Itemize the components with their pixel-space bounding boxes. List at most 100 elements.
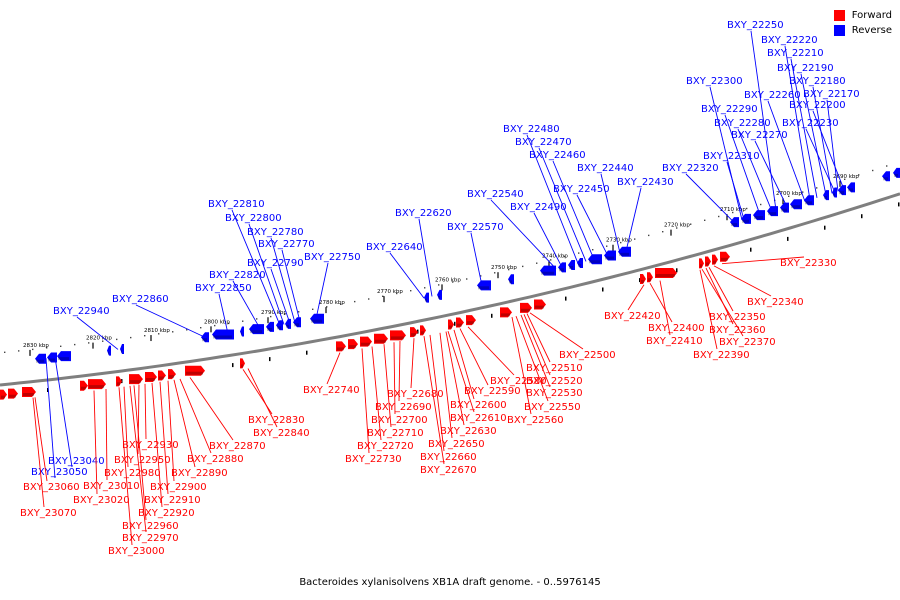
reverse-gene-label[interactable]: BXY_22770	[258, 239, 315, 250]
reverse-gene-block[interactable]	[249, 324, 264, 335]
reverse-gene-label[interactable]: BXY_22180	[789, 76, 846, 87]
forward-gene-block[interactable]	[705, 256, 711, 267]
forward-gene-block[interactable]	[158, 370, 166, 381]
forward-gene-label[interactable]: BXY_22730	[345, 454, 402, 465]
forward-gene-block[interactable]	[374, 333, 388, 344]
reverse-gene-block[interactable]	[276, 320, 283, 331]
forward-gene-label[interactable]: BXY_22500	[559, 350, 616, 361]
forward-gene-block[interactable]	[348, 339, 358, 350]
forward-gene-label[interactable]: BXY_22950	[114, 455, 171, 466]
forward-gene-label[interactable]: BXY_22560	[507, 415, 564, 426]
forward-gene-label[interactable]: BXY_22980	[104, 468, 161, 479]
forward-gene-block[interactable]	[520, 302, 532, 313]
forward-gene-label[interactable]: BXY_22720	[357, 441, 414, 452]
forward-gene-label[interactable]: BXY_22830	[248, 415, 305, 426]
forward-gene-label[interactable]: BXY_22340	[747, 297, 804, 308]
reverse-gene-label[interactable]: BXY_22200	[789, 100, 846, 111]
forward-gene-label[interactable]: BXY_23060	[23, 482, 80, 493]
reverse-gene-block[interactable]	[790, 199, 802, 210]
forward-gene-block[interactable]	[336, 341, 346, 352]
forward-gene-label[interactable]: BXY_22900	[150, 482, 207, 493]
forward-gene-label[interactable]: BXY_22690	[375, 402, 432, 413]
forward-gene-block[interactable]	[720, 251, 730, 262]
forward-gene-label[interactable]: BXY_22840	[253, 428, 310, 439]
forward-gene-label[interactable]: BXY_22350	[709, 312, 766, 323]
reverse-gene-label[interactable]: BXY_22290	[701, 104, 758, 115]
reverse-gene-block[interactable]	[838, 185, 846, 196]
forward-gene-label[interactable]: BXY_22580	[490, 376, 547, 387]
reverse-gene-label[interactable]: BXY_22250	[727, 20, 784, 31]
forward-gene-block[interactable]	[647, 272, 653, 283]
forward-gene-label[interactable]: BXY_22330	[780, 258, 837, 269]
reverse-gene-block[interactable]	[882, 171, 890, 182]
reverse-gene-block[interactable]	[47, 352, 57, 363]
reverse-gene-label[interactable]: BXY_22470	[515, 137, 572, 148]
forward-gene-block[interactable]	[448, 319, 454, 330]
forward-gene-block[interactable]	[129, 374, 143, 385]
forward-gene-block[interactable]	[80, 380, 88, 391]
forward-gene-label[interactable]: BXY_22630	[440, 426, 497, 437]
forward-gene-label[interactable]: BXY_22650	[428, 439, 485, 450]
forward-gene-label[interactable]: BXY_22610	[450, 413, 507, 424]
reverse-gene-block[interactable]	[35, 353, 46, 364]
reverse-gene-label[interactable]: BXY_22220	[761, 35, 818, 46]
reverse-gene-block[interactable]	[730, 217, 739, 228]
forward-gene-block[interactable]	[712, 254, 718, 265]
forward-gene-label[interactable]: BXY_22420	[604, 311, 661, 322]
reverse-gene-block[interactable]	[847, 182, 855, 193]
reverse-gene-label[interactable]: BXY_22850	[195, 283, 252, 294]
forward-gene-block[interactable]	[420, 325, 426, 336]
reverse-gene-label[interactable]: BXY_22320	[662, 163, 719, 174]
reverse-gene-block[interactable]	[832, 187, 837, 198]
reverse-gene-block[interactable]	[293, 317, 301, 328]
forward-gene-block[interactable]	[185, 365, 205, 376]
forward-gene-label[interactable]: BXY_22660	[420, 452, 477, 463]
reverse-gene-label[interactable]: BXY_22190	[777, 63, 834, 74]
forward-gene-label[interactable]: BXY_22870	[209, 441, 266, 452]
reverse-gene-label[interactable]: BXY_22310	[703, 151, 760, 162]
forward-gene-label[interactable]: BXY_22550	[524, 402, 581, 413]
reverse-gene-block[interactable]	[588, 254, 602, 265]
forward-gene-label[interactable]: BXY_22880	[187, 454, 244, 465]
reverse-gene-label[interactable]: BXY_22170	[803, 89, 860, 100]
reverse-gene-label[interactable]: BXY_22860	[112, 294, 169, 305]
reverse-gene-block[interactable]	[477, 280, 491, 291]
forward-gene-label[interactable]: BXY_22680	[387, 389, 444, 400]
reverse-gene-label[interactable]: BXY_22540	[467, 189, 524, 200]
forward-gene-label[interactable]: BXY_23070	[20, 508, 77, 519]
forward-gene-label[interactable]: BXY_22510	[526, 363, 583, 374]
forward-gene-block[interactable]	[534, 299, 546, 310]
reverse-gene-label[interactable]: BXY_22230	[782, 118, 839, 129]
reverse-gene-label[interactable]: BXY_22430	[617, 177, 674, 188]
reverse-gene-label[interactable]: BXY_22270	[731, 130, 788, 141]
forward-gene-block[interactable]	[640, 274, 646, 285]
reverse-gene-label[interactable]: BXY_22300	[686, 76, 743, 87]
reverse-gene-block[interactable]	[540, 265, 556, 276]
forward-gene-label[interactable]: BXY_22700	[371, 415, 428, 426]
forward-gene-block[interactable]	[655, 267, 677, 278]
reverse-gene-label[interactable]: BXY_22800	[225, 213, 282, 224]
forward-gene-label[interactable]: BXY_22890	[171, 468, 228, 479]
reverse-gene-block[interactable]	[437, 289, 442, 300]
forward-gene-label[interactable]: BXY_22600	[450, 400, 507, 411]
reverse-gene-block[interactable]	[266, 321, 274, 332]
reverse-gene-label[interactable]: BXY_22490	[510, 202, 567, 213]
forward-gene-block[interactable]	[116, 376, 122, 387]
reverse-gene-label[interactable]: BXY_22460	[529, 150, 586, 161]
reverse-gene-block[interactable]	[577, 257, 583, 268]
forward-gene-block[interactable]	[22, 386, 36, 397]
reverse-gene-block[interactable]	[804, 195, 814, 206]
reverse-gene-block[interactable]	[604, 250, 616, 261]
forward-gene-label[interactable]: BXY_23020	[73, 495, 130, 506]
forward-gene-block[interactable]	[456, 317, 464, 328]
reverse-gene-block[interactable]	[57, 351, 71, 362]
forward-gene-block[interactable]	[88, 379, 106, 390]
forward-gene-label[interactable]: BXY_22360	[709, 325, 766, 336]
reverse-gene-block[interactable]	[240, 326, 244, 337]
reverse-gene-label[interactable]: BXY_22750	[304, 252, 361, 263]
forward-gene-label[interactable]: BXY_22390	[693, 350, 750, 361]
reverse-gene-label[interactable]: BXY_22620	[395, 208, 452, 219]
forward-gene-label[interactable]: BXY_22710	[367, 428, 424, 439]
forward-gene-label[interactable]: BXY_22590	[464, 386, 521, 397]
forward-gene-label[interactable]: BXY_22930	[122, 440, 179, 451]
